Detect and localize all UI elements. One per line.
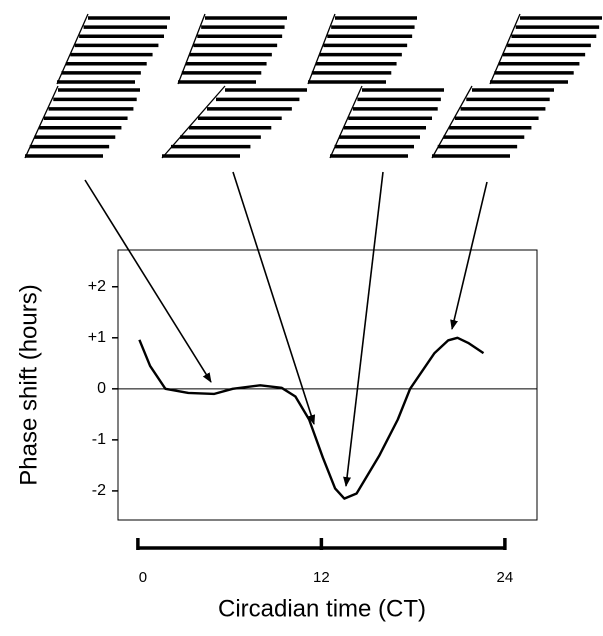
x-tick-label: 24 — [497, 569, 514, 586]
x-axis-title: Circadian time (CT) — [218, 595, 426, 622]
plot-frame — [117, 249, 538, 521]
curve — [138, 336, 485, 500]
y-tick-label: -1 — [92, 431, 106, 448]
arrow — [232, 171, 316, 425]
arrow — [343, 171, 384, 487]
x-tick-label: 0 — [139, 569, 147, 586]
arrow — [84, 179, 212, 383]
y-tick-label: +2 — [88, 278, 106, 295]
x-tick-label: 12 — [313, 569, 330, 586]
y-tick-label: +1 — [88, 329, 106, 346]
y-tick-label: -2 — [92, 482, 106, 499]
arrow — [450, 181, 488, 330]
actograms — [24, 13, 602, 159]
arrows — [84, 171, 488, 487]
y-tick-label: 0 — [97, 380, 106, 397]
y-axis-title: Phase shift (hours) — [15, 284, 42, 485]
